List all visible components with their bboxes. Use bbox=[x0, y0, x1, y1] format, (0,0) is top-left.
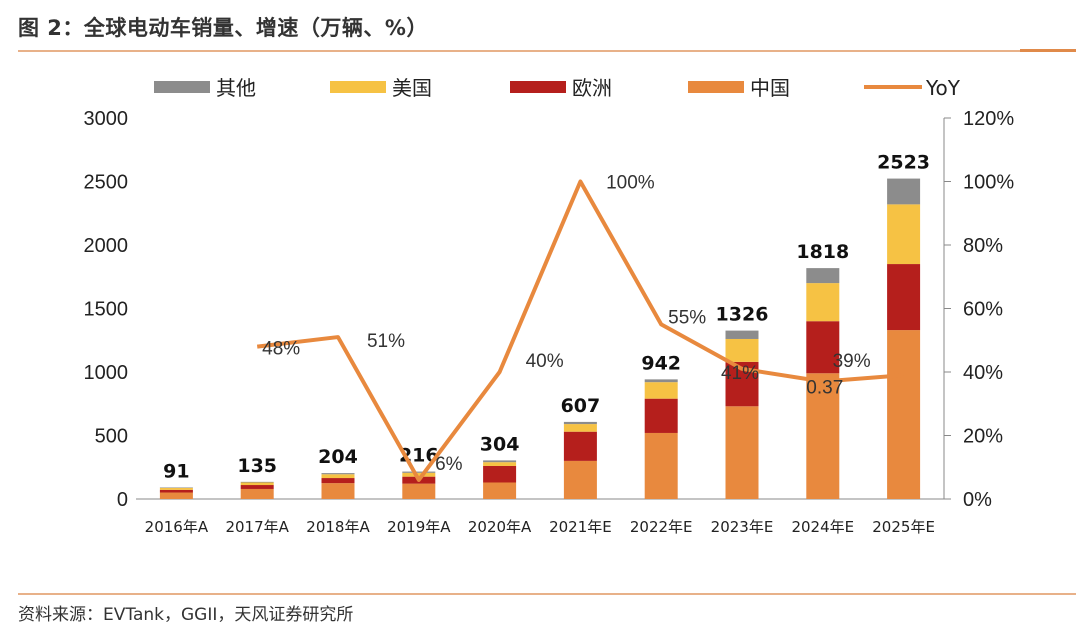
x-tick-label: 2017年A bbox=[225, 518, 289, 536]
yoy-label: 6% bbox=[435, 454, 463, 475]
bar-segment-中国 bbox=[483, 482, 516, 499]
x-tick-label: 2023年E bbox=[711, 518, 774, 536]
bar-segment-美国 bbox=[726, 339, 759, 362]
bar-segment-中国 bbox=[160, 493, 193, 499]
bar-segment-中国 bbox=[322, 483, 355, 499]
yoy-label: 40% bbox=[526, 351, 564, 372]
bar-segment-欧洲 bbox=[160, 490, 193, 493]
bar-total-label: 91 bbox=[163, 460, 189, 482]
legend-label: 其他 bbox=[216, 76, 256, 100]
bar-total-label: 1326 bbox=[716, 304, 769, 326]
y2-tick-label: 20% bbox=[963, 426, 1003, 448]
y-tick-label: 1000 bbox=[84, 362, 129, 384]
bar-segment-欧洲 bbox=[887, 264, 920, 330]
y-tick-label: 3000 bbox=[84, 108, 129, 130]
x-tick-label: 2025年E bbox=[872, 518, 935, 536]
y2-tick-label: 120% bbox=[963, 108, 1014, 130]
legend-label: 美国 bbox=[392, 76, 432, 100]
x-tick-label: 2016年A bbox=[145, 518, 209, 536]
bar-segment-美国 bbox=[806, 283, 839, 321]
x-tick-label: 2024年E bbox=[791, 518, 854, 536]
bar-segment-欧洲 bbox=[564, 432, 597, 461]
y2-tick-label: 100% bbox=[963, 172, 1014, 194]
bar-segment-其他 bbox=[726, 331, 759, 339]
yoy-label: 100% bbox=[606, 173, 655, 194]
y-tick-label: 1500 bbox=[84, 299, 129, 321]
bar-total-label: 607 bbox=[561, 395, 601, 417]
bar-segment-美国 bbox=[160, 488, 193, 490]
bar-segment-美国 bbox=[483, 462, 516, 466]
x-tick-label: 2019年A bbox=[387, 518, 451, 536]
source-note: 资料来源：EVTank，GGII，天风证券研究所 bbox=[18, 600, 353, 625]
bar-segment-其他 bbox=[402, 472, 435, 473]
legend-swatch-欧洲 bbox=[510, 81, 566, 93]
bar-segment-美国 bbox=[241, 482, 274, 485]
yoy-label: 51% bbox=[367, 331, 405, 352]
bar-segment-其他 bbox=[483, 460, 516, 462]
bar-segment-美国 bbox=[645, 382, 678, 399]
bar-segment-欧洲 bbox=[483, 466, 516, 483]
legend-label: YoY bbox=[925, 76, 961, 100]
legend-swatch-其他 bbox=[154, 81, 210, 93]
bar-segment-中国 bbox=[402, 484, 435, 499]
source-divider bbox=[18, 593, 1076, 595]
bar-segment-其他 bbox=[241, 482, 274, 483]
bar-total-label: 204 bbox=[318, 446, 358, 468]
legend-swatch-中国 bbox=[688, 81, 744, 93]
bar-segment-中国 bbox=[645, 433, 678, 499]
bar-segment-美国 bbox=[887, 204, 920, 264]
bar-total-label: 135 bbox=[237, 455, 277, 477]
bar-segment-欧洲 bbox=[645, 399, 678, 433]
yoy-label: 41% bbox=[721, 363, 759, 384]
bar-segment-其他 bbox=[564, 422, 597, 424]
bar-segment-中国 bbox=[564, 461, 597, 499]
y2-tick-label: 40% bbox=[963, 362, 1003, 384]
legend-swatch-美国 bbox=[330, 81, 386, 93]
bar-segment-其他 bbox=[887, 179, 920, 205]
y-tick-label: 2500 bbox=[84, 172, 129, 194]
bar-total-label: 304 bbox=[480, 433, 520, 455]
y2-tick-label: 0% bbox=[963, 489, 992, 511]
x-tick-label: 2018年A bbox=[306, 518, 370, 536]
yoy-label: 0.37 bbox=[806, 378, 843, 399]
bar-segment-中国 bbox=[241, 489, 274, 499]
legend-label: 中国 bbox=[750, 76, 790, 100]
bar-total-label: 2523 bbox=[877, 152, 930, 174]
y2-tick-label: 60% bbox=[963, 299, 1003, 321]
legend-label: 欧洲 bbox=[572, 76, 612, 100]
bar-segment-欧洲 bbox=[241, 485, 274, 489]
chart-area: 0 500 1000 1500 2000 2500 3000 0% 20% 40% 60% 80% 10… bbox=[0, 0, 1080, 629]
bar-segment-中国 bbox=[726, 406, 759, 499]
yoy-label: 39% bbox=[833, 351, 871, 372]
y-tick-label: 2000 bbox=[84, 235, 129, 257]
bar-total-label: 1818 bbox=[796, 241, 849, 263]
yoy-label: 48% bbox=[262, 339, 300, 360]
x-tick-label: 2021年E bbox=[549, 518, 612, 536]
bar-total-label: 942 bbox=[641, 352, 681, 374]
bar-segment-美国 bbox=[564, 424, 597, 432]
bar-segment-其他 bbox=[322, 473, 355, 474]
x-tick-label: 2022年E bbox=[630, 518, 693, 536]
bar-segment-其他 bbox=[160, 487, 193, 488]
y-tick-label: 0 bbox=[117, 489, 128, 511]
y2-tick-label: 80% bbox=[963, 235, 1003, 257]
bar-segment-中国 bbox=[887, 330, 920, 499]
y-tick-label: 500 bbox=[95, 426, 128, 448]
bar-segment-其他 bbox=[806, 268, 839, 283]
yoy-label: 55% bbox=[668, 307, 706, 328]
bar-segment-美国 bbox=[322, 474, 355, 478]
x-tick-label: 2020年A bbox=[468, 518, 532, 536]
bar-segment-其他 bbox=[645, 379, 678, 382]
bar-segment-欧洲 bbox=[322, 478, 355, 483]
